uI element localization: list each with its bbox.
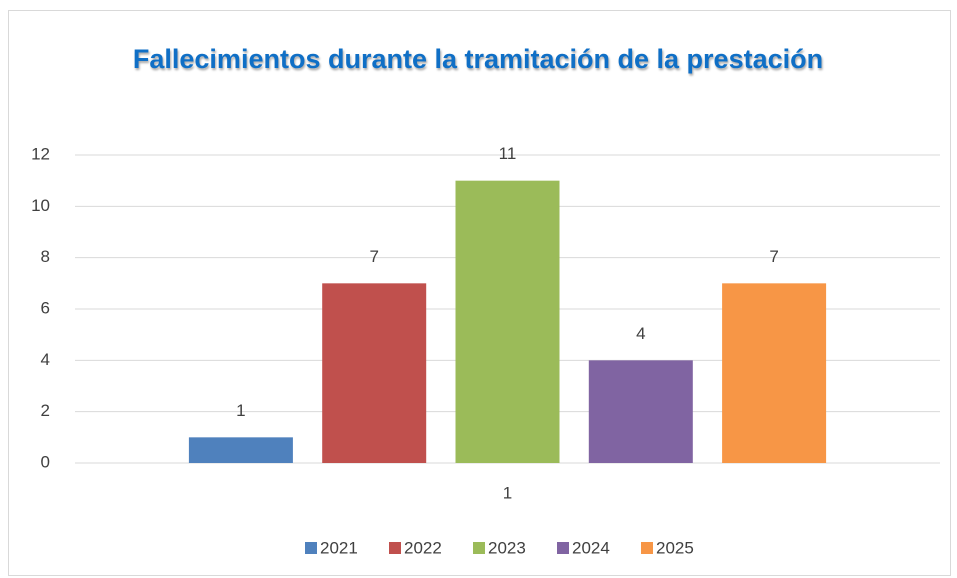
y-tick-label: 4 [41,350,50,369]
chart-title: Fallecimientos durante la tramitación de… [132,44,824,74]
y-tick-label: 10 [31,196,50,215]
legend-swatch [389,542,401,554]
legend-swatch [557,542,569,554]
data-label: 7 [369,247,378,266]
bar [322,283,427,463]
data-label: 11 [499,144,517,163]
legend-swatch [473,542,485,554]
data-label: 4 [636,324,645,343]
bar [588,360,693,463]
bar [188,437,293,463]
legend-label: 2023 [488,538,526,557]
data-label: 7 [769,247,778,266]
y-tick-label: 12 [31,144,50,163]
y-tick-label: 8 [41,247,50,266]
legend-label: 2024 [572,538,610,557]
chart-border [8,10,951,576]
y-tick-label: 2 [41,401,50,420]
legend-label: 2025 [656,538,694,557]
legend-swatch [641,542,653,554]
legend-swatch [305,542,317,554]
bar [455,180,560,463]
bar [722,283,827,463]
y-tick-label: 6 [41,298,50,317]
legend-label: 2021 [320,538,358,557]
x-tick-label: 1 [503,483,512,502]
legend-label: 2022 [404,538,442,557]
y-tick-label: 0 [41,452,50,471]
data-label: 1 [236,401,245,420]
